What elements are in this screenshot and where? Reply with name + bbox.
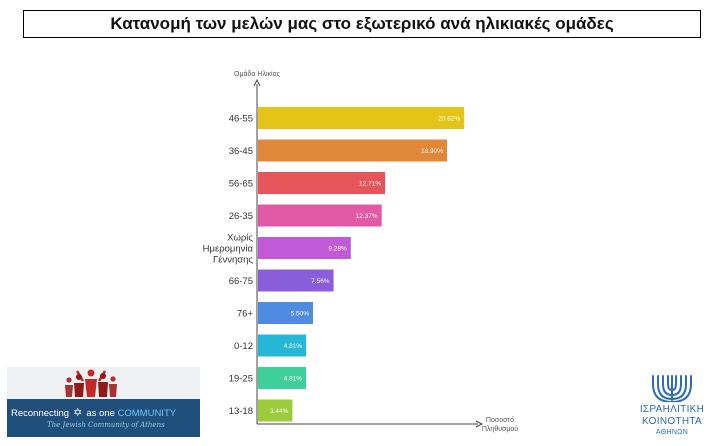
axes-group: 46-55 36-45 56-65 26-35 Χωρίς Ημερομηνία Γέννη… (203, 70, 519, 433)
category-label-8: 19-25 (229, 374, 253, 385)
category-label-7: 0-12 (234, 341, 253, 352)
reconnecting-community-logo: Reconnecting ✡ as one COMMUNITY The Jewish… (7, 367, 200, 437)
jewish-community-athens-logo: ΙΣΡΑΗΛΙΤΙΚΗ ΚΟΙΝΟΤΗΤΑ ΑΘΗΝΩΝ (634, 372, 710, 440)
chart-title: Κατανομή των μελών μας στο εξωτερικό ανά… (23, 10, 701, 38)
value-label-9: 3.44% (270, 408, 289, 415)
banner-subtitle: The Jewish Community of Athens (47, 421, 165, 429)
logo-line-2: ΚΟΙΝΟΤΗΤΑ (642, 416, 702, 427)
bar-7 (258, 334, 307, 357)
y-axis-title: Ομάδα Ηλικίας (234, 70, 281, 78)
bar-1 (258, 139, 447, 162)
value-label-8: 4.81% (284, 376, 303, 383)
y-axis-arrow (253, 78, 261, 87)
category-label-6: 76+ (237, 309, 254, 320)
bar-3 (258, 204, 382, 227)
banner-bottom: Reconnecting ✡ as one COMMUNITY The Jewish… (7, 399, 200, 437)
banner-tagline: Reconnecting ✡ as one COMMUNITY (11, 406, 176, 419)
people-figures-icon (65, 369, 117, 397)
bar-2 (258, 172, 386, 194)
logo-line-3: ΑΘΗΝΩΝ (655, 429, 689, 436)
banner-top (7, 367, 200, 399)
category-label-5: 66-75 (229, 276, 253, 287)
value-label-6: 5.50% (291, 311, 310, 318)
bar-9 (258, 399, 293, 422)
x-axis-title: Ποσοστό Πληθυσμού (482, 416, 518, 433)
category-label-0: 46-55 (229, 114, 253, 125)
bar-4 (258, 237, 351, 259)
value-label-3: 12.37% (356, 213, 378, 220)
value-label-0: 20.62% (438, 116, 460, 123)
category-label-9: 13-18 (229, 406, 253, 417)
tagline-part-2: as one (86, 408, 115, 419)
tagline-part-3: COMMUNITY (117, 408, 177, 419)
value-label-7: 4.81% (284, 343, 303, 350)
category-label-1: 36-45 (229, 146, 253, 157)
bar-0 (258, 107, 465, 129)
value-label-2: 12.71% (359, 181, 381, 188)
bar-5 (258, 269, 334, 292)
value-label-4: 9.28% (328, 246, 347, 253)
category-label-4: Χωρίς Ημερομηνία Γέννησης (203, 233, 254, 266)
value-label-1: 18.90% (421, 148, 443, 155)
menorah-icon (652, 375, 692, 403)
category-label-3: 26-35 (229, 211, 253, 222)
x-axis-arrow (475, 420, 484, 428)
bars-group: 20.62% 18.90% 12.71% 12.37% 9.28% 7.56% 5.50% 4… (258, 107, 465, 422)
logo-line-1: ΙΣΡΑΗΛΙΤΙΚΗ (639, 404, 705, 415)
category-label-2: 56-65 (229, 179, 253, 190)
bar-6 (258, 302, 313, 324)
value-label-5: 7.56% (311, 278, 330, 285)
tagline-part-1: Reconnecting (11, 408, 70, 419)
bar-8 (258, 367, 307, 389)
star-of-david-icon: ✡ (73, 407, 83, 419)
